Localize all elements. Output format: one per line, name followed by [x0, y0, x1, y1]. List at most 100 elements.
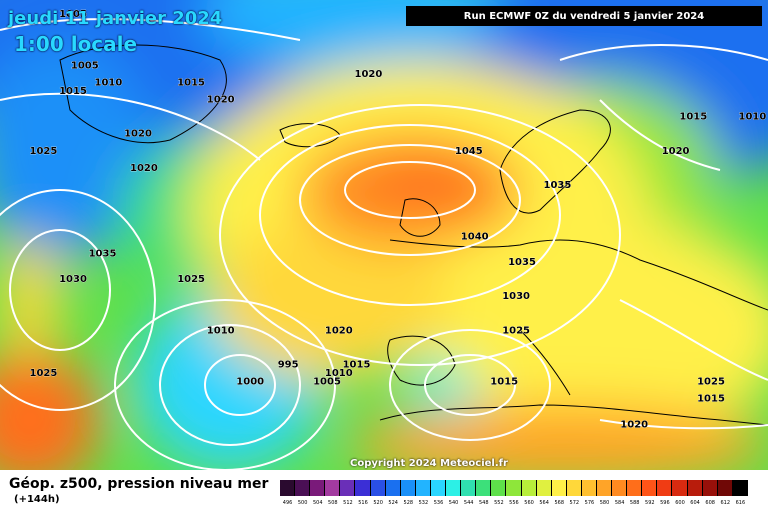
isobar-label: 1020: [207, 95, 235, 106]
isobar-label: 1010: [207, 325, 235, 336]
color-scale-tick: 504: [312, 500, 323, 506]
color-swatch: [732, 480, 748, 496]
isobar-label: 1020: [620, 419, 648, 430]
color-swatch: [627, 480, 643, 496]
europe-coast: [389, 239, 768, 311]
color-scale-tick: 548: [478, 500, 489, 506]
isobar-label: 1015: [679, 112, 707, 123]
isobar-label: 1030: [502, 291, 530, 302]
forecast-date: jeudi 11 janvier 2024: [8, 8, 223, 29]
color-swatch: [295, 480, 311, 496]
color-scale-tick: 512: [343, 500, 353, 506]
color-scale-tick: 532: [418, 500, 429, 506]
color-scale-tick: 608: [705, 500, 715, 506]
isobar-label: 1030: [59, 274, 87, 285]
copyright: Copyright 2024 Meteociel.fr: [350, 458, 508, 469]
italy-coast: [519, 329, 571, 396]
color-scale-tick: 572: [569, 500, 580, 506]
color-swatch: [581, 480, 597, 496]
north-africa-coast: [379, 404, 768, 426]
isobar-label: 995: [278, 360, 299, 371]
isobar-label: 1035: [89, 248, 117, 259]
color-scale-tick: 508: [328, 500, 338, 506]
color-scale-tick: 576: [584, 500, 595, 506]
color-swatch: [446, 480, 462, 496]
isobar-label: 1040: [461, 231, 489, 242]
color-swatch: [310, 480, 326, 496]
color-scale-tick: 616: [735, 500, 746, 506]
color-scale-tick: 524: [388, 500, 398, 506]
scandinavia-coast: [499, 109, 611, 214]
color-scale-ticks: 496 500 504 508 512 516 520 524 528 532 536 540 544 5…: [280, 500, 748, 506]
isobar-label: 1020: [130, 163, 158, 174]
isobar-label: 1025: [30, 368, 58, 379]
color-swatch: [280, 480, 296, 496]
color-swatch: [536, 480, 552, 496]
isobar-label: 1035: [544, 180, 572, 191]
isobar-label: 1015: [177, 78, 205, 89]
isobar-label: 1005: [313, 377, 341, 388]
color-scale-tick: 528: [403, 500, 414, 506]
color-scale-tick: 536: [433, 500, 444, 506]
british-isles-coast: [399, 198, 441, 237]
color-scale-tick: 540: [448, 500, 459, 506]
isobar-label: 1025: [30, 146, 58, 157]
color-swatch: [491, 480, 507, 496]
coastlines: [59, 44, 768, 426]
color-scale-tick: 560: [524, 500, 534, 506]
color-scale: [280, 480, 748, 496]
isobar-label: 1015: [59, 86, 87, 97]
color-scale-tick: 600: [675, 500, 685, 506]
isobar-label: 1005: [71, 60, 99, 71]
isobar-label: 1035: [508, 257, 536, 268]
color-swatch: [551, 480, 567, 496]
isobar-label: 1015: [490, 377, 518, 388]
isobar-label: 1015: [343, 360, 371, 371]
color-scale-tick: 552: [494, 500, 504, 506]
isobar-label: 1010: [325, 368, 353, 379]
color-scale-tick: 556: [509, 500, 519, 506]
color-swatch: [461, 480, 477, 496]
isobar-label: 1020: [355, 69, 383, 80]
isobar-label: 1010: [739, 112, 767, 123]
color-scale-tick: 544: [463, 500, 474, 506]
isobar-label: 1025: [177, 274, 205, 285]
isobar-label: 1010: [95, 78, 123, 89]
color-scale-tick: 520: [373, 500, 383, 506]
color-swatch: [370, 480, 386, 496]
color-swatch: [430, 480, 447, 496]
color-scale-tick: 580: [599, 500, 610, 506]
isobar-label: 1020: [325, 325, 353, 336]
color-scale-tick: 612: [720, 500, 731, 506]
isobar-label: 1015: [697, 394, 725, 405]
isobar-label: 1020: [124, 129, 152, 140]
color-swatch: [325, 480, 341, 496]
color-swatch: [415, 480, 431, 496]
color-scale-tick: 500: [297, 500, 308, 506]
color-swatch: [672, 480, 688, 496]
color-swatch: [657, 480, 673, 496]
weather-map[interactable]: 1005100510101015101510201020102510201020…: [0, 0, 768, 470]
color-swatch: [642, 480, 658, 496]
color-swatch: [566, 480, 582, 496]
isobar-label: 1005: [59, 9, 87, 20]
map-title: Géop. z500, pression niveau mer: [9, 476, 269, 492]
isobar-label: 1000: [236, 377, 264, 388]
color-swatch: [702, 480, 718, 496]
color-scale-tick: 592: [645, 500, 655, 506]
color-scale-tick: 604: [690, 500, 700, 506]
color-swatch: [687, 480, 703, 496]
color-scale-tick: 568: [554, 500, 564, 506]
color-scale-tick: 588: [629, 500, 640, 506]
color-swatch: [717, 480, 733, 496]
color-scale-tick: 496: [282, 500, 293, 506]
forecast-lead-time: (+144h): [14, 494, 60, 505]
color-scale-tick: 516: [358, 500, 368, 506]
color-swatch: [355, 480, 371, 496]
run-banner: Run ECMWF 0Z du vendredi 5 janvier 2024: [406, 6, 762, 26]
isobar-label: 1020: [662, 146, 690, 157]
color-swatch: [385, 480, 401, 496]
color-scale-tick: 596: [660, 500, 670, 506]
isobar-label: 1025: [502, 325, 530, 336]
isobar-label: 1045: [455, 146, 483, 157]
